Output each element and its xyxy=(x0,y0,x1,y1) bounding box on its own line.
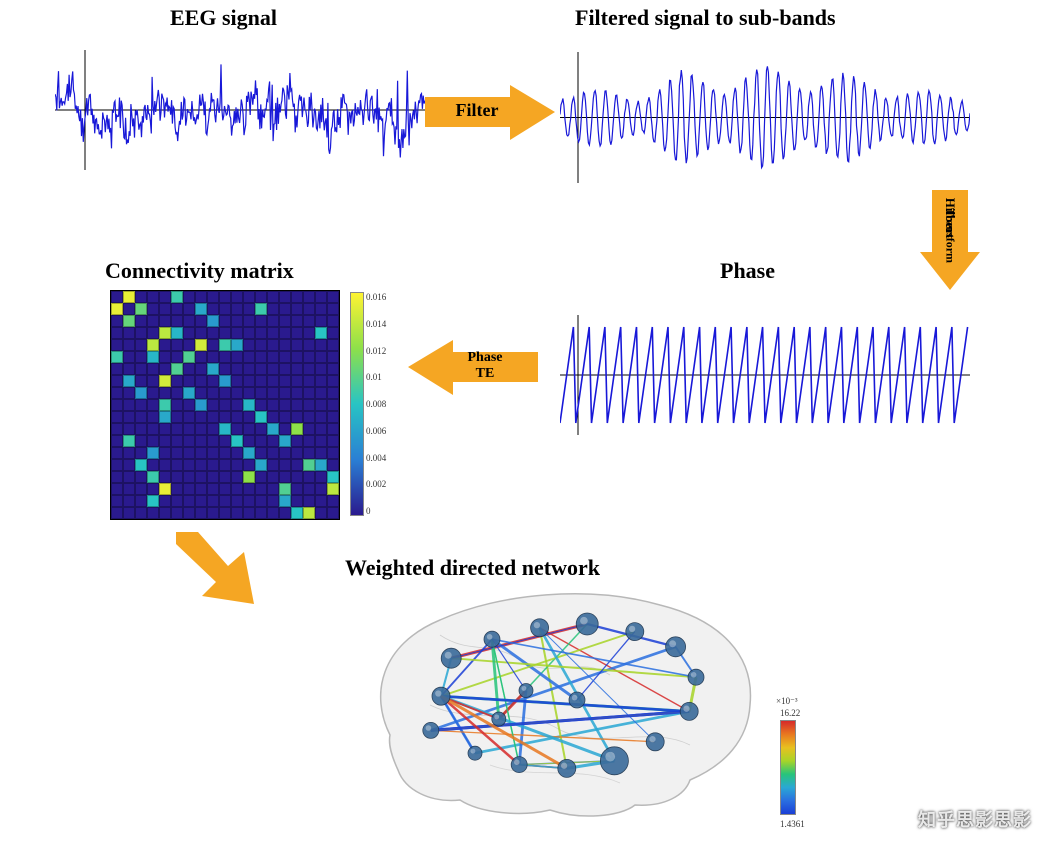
brain-network-plot xyxy=(350,585,770,825)
arrow-filter: Filter xyxy=(425,85,555,140)
phase-signal-plot xyxy=(560,300,970,450)
arrow-hilbert: Hilbert Transform xyxy=(920,190,980,290)
heatmap-colorbar-ticks: 0.0160.0140.0120.010.0080.0060.0040.0020 xyxy=(366,292,386,516)
title-connectivity: Connectivity matrix xyxy=(105,258,294,284)
arrow-hilbert-label2: Transform xyxy=(943,206,958,266)
brain-colorbar: ×10⁻³ 16.22 1.4361 xyxy=(780,720,800,815)
arrow-network-icon xyxy=(170,530,260,610)
filtered-signal-plot xyxy=(560,40,970,195)
title-phase: Phase xyxy=(720,258,775,284)
arrow-phasete: Phase TE xyxy=(408,340,538,395)
heatmap-colorbar-strip xyxy=(350,292,364,516)
heatmap-colorbar: 0.0160.0140.0120.010.0080.0060.0040.0020 xyxy=(350,292,364,516)
brain-network-panel xyxy=(350,585,770,825)
brain-colorbar-max: 16.22 xyxy=(780,708,800,718)
arrow-phasete-label1: Phase xyxy=(450,350,520,366)
heatmap-grid xyxy=(110,290,340,520)
title-eeg: EEG signal xyxy=(170,5,277,31)
filtered-signal-panel xyxy=(560,40,970,195)
eeg-signal-plot xyxy=(55,40,425,180)
brain-colorbar-strip xyxy=(780,720,796,815)
brain-colorbar-min: 1.4361 xyxy=(780,819,805,829)
phase-signal-panel xyxy=(560,300,970,450)
connectivity-heatmap xyxy=(110,290,340,520)
eeg-signal-panel xyxy=(55,40,425,180)
arrow-to-network xyxy=(170,530,260,610)
brain-colorbar-label-top: ×10⁻³ xyxy=(776,696,798,707)
title-filtered: Filtered signal to sub-bands xyxy=(575,5,836,31)
watermark: 知乎思影思影 xyxy=(918,806,1032,832)
arrow-filter-label: Filter xyxy=(437,100,517,121)
arrow-phasete-label2: TE xyxy=(450,366,520,382)
title-network: Weighted directed network xyxy=(345,555,600,581)
